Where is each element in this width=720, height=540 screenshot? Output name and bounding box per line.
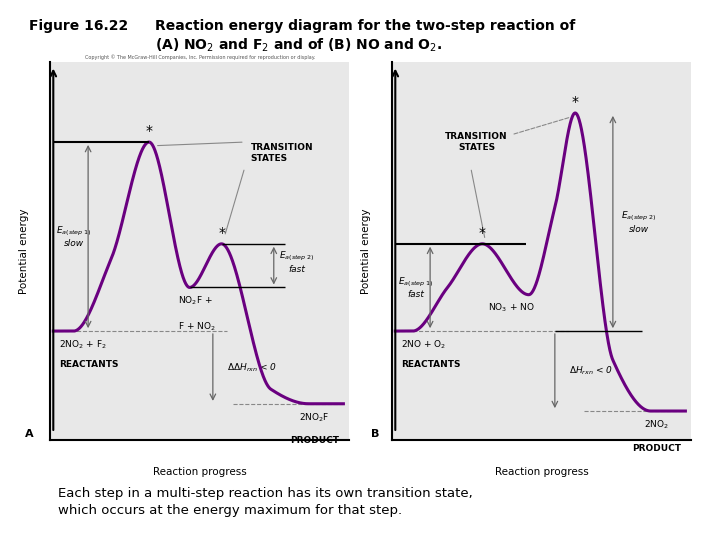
- Text: $E_{a(step\ 2)}$
slow: $E_{a(step\ 2)}$ slow: [621, 210, 657, 234]
- Text: $E_{a(step\ 2)}$
fast: $E_{a(step\ 2)}$ fast: [279, 250, 315, 274]
- Text: *: *: [479, 226, 486, 240]
- Text: *: *: [572, 96, 579, 109]
- Text: $E_{a(step\ 1)}$
fast: $E_{a(step\ 1)}$ fast: [397, 276, 433, 299]
- Text: Potential energy: Potential energy: [361, 208, 371, 294]
- Text: PRODUCT: PRODUCT: [632, 444, 681, 453]
- Text: TRANSITION
STATES: TRANSITION STATES: [445, 132, 508, 152]
- Text: Copyright © The McGraw-Hill Companies, Inc. Permission required for reproduction: Copyright © The McGraw-Hill Companies, I…: [85, 55, 315, 60]
- Text: NO$_3$ + NO: NO$_3$ + NO: [488, 302, 535, 314]
- Text: 2NO$_2$F: 2NO$_2$F: [299, 411, 330, 423]
- Text: which occurs at the energy maximum for that step.: which occurs at the energy maximum for t…: [58, 504, 402, 517]
- Text: Each step in a multi-step reaction has its own transition state,: Each step in a multi-step reaction has i…: [58, 487, 472, 500]
- Text: *: *: [218, 226, 225, 240]
- Text: $\Delta\Delta H_{rxn}$ < 0: $\Delta\Delta H_{rxn}$ < 0: [228, 361, 277, 374]
- Text: REACTANTS: REACTANTS: [59, 360, 119, 369]
- Text: 2NO$_2$ + F$_2$: 2NO$_2$ + F$_2$: [59, 339, 107, 351]
- Text: Reaction progress: Reaction progress: [153, 467, 247, 477]
- Text: A: A: [25, 429, 34, 440]
- Text: NO$_2$F +: NO$_2$F +: [178, 295, 213, 307]
- Text: Reaction energy diagram for the two-step reaction of: Reaction energy diagram for the two-step…: [155, 19, 575, 33]
- Text: PRODUCT: PRODUCT: [290, 436, 339, 446]
- Text: REACTANTS: REACTANTS: [401, 360, 461, 369]
- Text: Potential energy: Potential energy: [19, 208, 29, 294]
- Text: 2NO$_2$: 2NO$_2$: [644, 418, 669, 431]
- Text: 2NO + O$_2$: 2NO + O$_2$: [401, 339, 446, 351]
- Text: TRANSITION
STATES: TRANSITION STATES: [251, 143, 313, 163]
- Text: F + NO$_2$: F + NO$_2$: [178, 320, 216, 333]
- Text: Figure 16.22: Figure 16.22: [29, 19, 128, 33]
- Text: B: B: [371, 429, 379, 440]
- Text: $\Delta H_{rxn}$ < 0: $\Delta H_{rxn}$ < 0: [570, 365, 613, 377]
- Text: (A) NO$_2$ and F$_2$ and of (B) NO and O$_2$.: (A) NO$_2$ and F$_2$ and of (B) NO and O…: [155, 37, 442, 54]
- Text: $E_{a(step\ 1)}$
slow: $E_{a(step\ 1)}$ slow: [55, 225, 91, 248]
- Text: Reaction progress: Reaction progress: [495, 467, 589, 477]
- Text: *: *: [145, 124, 153, 138]
